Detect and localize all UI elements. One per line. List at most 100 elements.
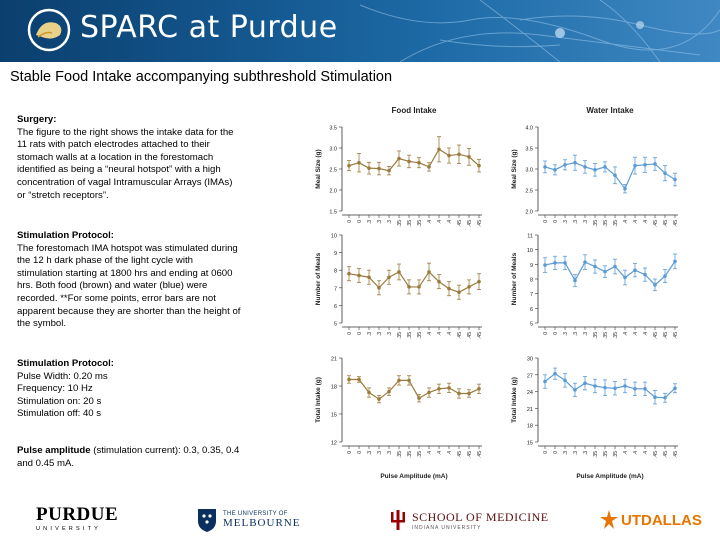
stimulation-parameters-section: Stimulation Protocol: Pulse Width: 0.20 … xyxy=(17,358,279,421)
data-point xyxy=(663,171,667,175)
data-point xyxy=(593,264,597,269)
protocol-line: the 12 h dark phase of the light cycle w… xyxy=(17,255,193,267)
iu-subtext: INDIANA UNIVERSITY xyxy=(412,524,482,531)
data-point xyxy=(653,162,657,166)
y-tick-label: 27 xyxy=(527,373,533,379)
data-point xyxy=(583,381,587,386)
x-tick-label: .4 xyxy=(643,220,649,224)
x-tick-label: .45 xyxy=(663,220,669,227)
data-point xyxy=(397,270,401,274)
x-tick-label: .4 xyxy=(437,451,443,455)
melbourne-logo: THE UNIVERSITY OF MELBOURNE xyxy=(196,504,300,536)
data-point xyxy=(377,286,381,290)
y-tick-label: 3.5 xyxy=(329,126,337,132)
x-tick-label: .45 xyxy=(673,220,679,227)
x-tick-label: .4 xyxy=(643,332,649,336)
y-tick-label: 2.0 xyxy=(525,210,533,216)
y-tick-label: 11 xyxy=(527,234,533,240)
data-point xyxy=(543,263,547,267)
purdue-logo: PURDUE UNIVERSITY xyxy=(36,504,118,536)
header-title: SPARC at Purdue xyxy=(80,10,338,45)
data-point xyxy=(653,395,657,400)
data-point xyxy=(347,377,351,382)
melbourne-wordmark: MELBOURNE xyxy=(223,517,301,529)
data-point xyxy=(407,159,411,164)
x-tick-label: 0 xyxy=(357,220,363,223)
y-tick-label: 7 xyxy=(530,292,533,298)
x-tick-label: .4 xyxy=(447,451,453,455)
data-point xyxy=(643,272,647,277)
x-tick-label: .3 xyxy=(377,451,383,455)
data-point xyxy=(457,391,461,396)
x-tick-label: .35 xyxy=(613,220,619,227)
amplitude-text: (stimulation current): 0.3, 0.35, 0.4 xyxy=(90,445,240,456)
x-tick-label: 0 xyxy=(553,451,559,454)
series-line xyxy=(349,378,480,400)
x-tick-label: .3 xyxy=(387,220,393,224)
slide-title: Stable Food Intake accompanying subthres… xyxy=(10,69,393,85)
data-point xyxy=(563,261,567,265)
x-tick-label: .4 xyxy=(633,220,639,224)
data-point xyxy=(563,163,567,167)
data-point xyxy=(397,156,401,161)
data-point xyxy=(357,377,361,382)
data-point xyxy=(347,163,351,168)
x-tick-label: .45 xyxy=(663,451,669,458)
x-tick-label: 0 xyxy=(357,332,363,335)
y-tick-label: 15 xyxy=(331,413,337,419)
data-point xyxy=(573,278,577,283)
parameter-line: Stimulation off: 40 s xyxy=(17,408,102,420)
surgery-section: Surgery: The figure to the right shows t… xyxy=(17,114,279,202)
data-point xyxy=(397,378,401,383)
melbourne-subtext: THE UNIVERSITY OF xyxy=(223,511,288,517)
stimulation-protocol-section: Stimulation Protocol: The forestomach IM… xyxy=(17,230,279,331)
y-tick-label: 21 xyxy=(331,357,337,363)
x-tick-label: .45 xyxy=(673,332,679,339)
iu-wordmark: SCHOOL OF MEDICINE xyxy=(412,509,549,524)
x-tick-label: .45 xyxy=(477,220,483,227)
data-point xyxy=(417,396,421,400)
y-axis-label: Meal Size (g) xyxy=(315,149,322,188)
x-tick-label: .3 xyxy=(387,332,393,336)
x-tick-label: .3 xyxy=(377,332,383,336)
x-tick-label: .3 xyxy=(367,332,373,336)
x-tick-label: .45 xyxy=(457,332,463,339)
x-tick-label: .4 xyxy=(427,220,433,224)
data-point xyxy=(643,163,647,167)
data-point xyxy=(427,270,431,274)
surgery-line: identified as being a “neural hotspot” w… xyxy=(17,164,221,176)
x-tick-label: .3 xyxy=(367,451,373,455)
data-point xyxy=(387,389,391,394)
data-point xyxy=(407,285,411,289)
neuron-background-graphic xyxy=(359,0,720,62)
y-tick-label: 30 xyxy=(527,357,533,363)
x-tick-label: .4 xyxy=(633,332,639,336)
protocol-heading: Stimulation Protocol: xyxy=(17,230,115,241)
y-tick-label: 18 xyxy=(331,385,337,391)
chart-title: Water Intake xyxy=(586,106,634,115)
data-point xyxy=(427,165,431,169)
y-tick-label: 15 xyxy=(527,441,533,447)
y-tick-label: 9 xyxy=(530,263,533,269)
y-tick-label: 9 xyxy=(334,251,337,257)
y-tick-label: 3.0 xyxy=(329,147,337,153)
x-tick-label: .45 xyxy=(663,332,669,339)
purdue-subtext: UNIVERSITY xyxy=(36,526,102,532)
protocol-line: hrs. Both food (brown) and water (blue) … xyxy=(17,280,208,292)
data-point xyxy=(367,166,371,170)
data-point xyxy=(447,153,451,158)
data-point xyxy=(603,269,607,274)
iu-trident-icon xyxy=(391,510,405,530)
data-point xyxy=(457,290,461,294)
x-tick-label: .35 xyxy=(397,451,403,458)
data-point xyxy=(663,395,667,400)
surgery-line: concentration of vagal Intramuscular Arr… xyxy=(17,176,233,188)
data-point xyxy=(477,387,481,391)
y-tick-label: 2.5 xyxy=(525,189,533,195)
x-tick-label: .3 xyxy=(573,451,579,455)
y-axis-label: Meal Size (g) xyxy=(511,149,518,188)
x-tick-label: .3 xyxy=(583,332,589,336)
x-tick-label: .35 xyxy=(417,451,423,458)
y-tick-label: 12 xyxy=(331,441,337,447)
surgery-heading: Surgery: xyxy=(17,114,57,125)
